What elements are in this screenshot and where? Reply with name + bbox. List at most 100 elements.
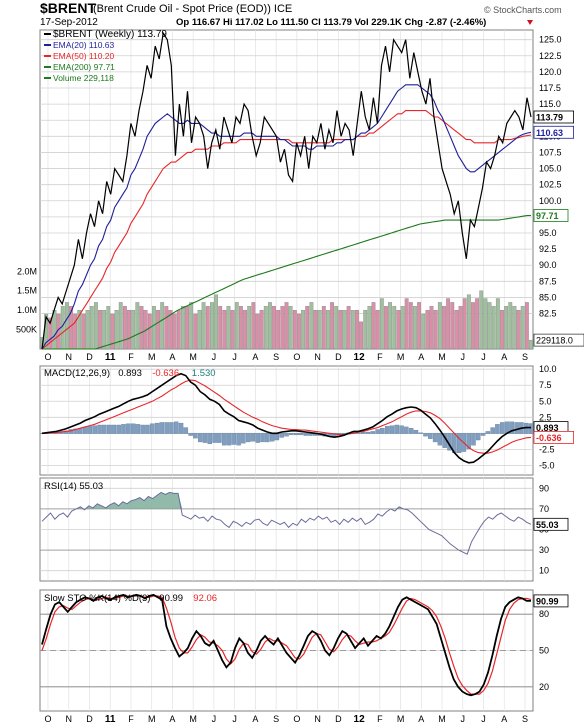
volume-bar (334, 306, 339, 350)
volume-tick-label: 500K (16, 325, 37, 335)
macd-histogram-bar (274, 433, 280, 441)
x-tick-label: D (335, 352, 342, 362)
volume-bar (85, 310, 90, 350)
macd-histogram-bar (97, 424, 102, 434)
macd-histogram-bar (236, 433, 241, 446)
macd-legend-value: 1.530 (192, 368, 216, 379)
x-tick-label: N (65, 714, 72, 724)
volume-bar (247, 306, 252, 350)
x-tick-label: J (212, 352, 217, 362)
triangle-down-icon (527, 20, 533, 25)
y-tick-label: 117.5 (539, 83, 561, 93)
y-tick-label: 20 (539, 682, 549, 692)
macd-histogram-bar (437, 433, 443, 446)
x-tick-label: M (397, 714, 405, 724)
volume-bar (210, 302, 214, 350)
macd-histogram-bar (73, 428, 78, 434)
macd-histogram-bar (293, 433, 299, 436)
y-tick-label: 87.5 (539, 276, 557, 286)
macd-histogram-bar (116, 424, 121, 434)
macd-histogram-bar (404, 426, 409, 434)
volume-bar (404, 298, 409, 350)
macd-histogram-bar (485, 431, 491, 434)
x-tick-label: 11 (105, 352, 116, 363)
volume-bar (326, 310, 330, 350)
volume-bar (93, 302, 98, 350)
volume-bar (458, 306, 463, 350)
quote-line: Op 116.67 Hi 117.02 Lo 111.50 Cl 113.79 … (176, 17, 486, 28)
macd-histogram-bar (480, 433, 486, 436)
x-tick-label: J (232, 714, 237, 724)
volume-bar (371, 302, 376, 350)
volume-bar (151, 306, 156, 350)
macd-histogram-bar (514, 422, 519, 434)
volume-bar (64, 302, 69, 350)
x-tick-label: M (189, 352, 197, 362)
volume-bar (346, 306, 351, 350)
macd-histogram-bar (490, 427, 495, 434)
macd-legend: MACD(12,26,9) (44, 368, 110, 379)
last-value-label: 97.71 (536, 211, 559, 221)
x-tick-label: O (293, 714, 300, 724)
y-tick-label: 92.5 (539, 244, 557, 254)
macd-histogram-bar (303, 433, 308, 436)
macd-histogram-bar (370, 431, 376, 434)
macd-histogram-bar (150, 423, 155, 434)
macd-histogram-bar (284, 433, 289, 437)
y-tick-label: 125.0 (539, 35, 562, 45)
volume-bar (321, 306, 326, 350)
volume-bar (466, 294, 471, 350)
volume-bar (292, 310, 297, 350)
x-tick-label: S (273, 714, 279, 724)
sto-legend: Slow STO %K(14) %D(3) (44, 593, 150, 604)
volume-bar (205, 306, 210, 350)
macd-histogram-bar (111, 424, 117, 434)
rsi-legend: RSI(14) 55.03 (44, 481, 103, 492)
macd-histogram-bar (106, 424, 112, 434)
rsi-overbought-fill (42, 492, 531, 509)
volume-bar (135, 302, 140, 350)
macd-histogram-bar (178, 422, 184, 434)
x-tick-label: S (522, 714, 528, 724)
volume-bar (379, 298, 384, 350)
macd-histogram-bar (365, 431, 371, 434)
x-tick-label: S (522, 352, 528, 362)
macd-histogram-bar (159, 422, 165, 434)
volume-bar (185, 306, 189, 350)
volume-bar (433, 310, 438, 350)
macd-histogram-bar (130, 423, 136, 434)
x-tick-label: O (44, 714, 51, 724)
last-value-label: 113.79 (536, 113, 563, 123)
volume-bar (180, 306, 185, 350)
volume-bar (284, 302, 289, 350)
macd-histogram-bar (408, 428, 414, 434)
y-tick-label: -2.5 (539, 444, 555, 454)
x-tick-label: M (148, 352, 156, 362)
macd-histogram-bar (217, 433, 222, 443)
volume-bar (160, 302, 165, 350)
volume-bar (516, 310, 521, 350)
volume-bar (392, 306, 397, 350)
macd-histogram-bar (221, 433, 227, 446)
volume-bar (350, 310, 355, 350)
y-tick-label: 122.5 (539, 51, 562, 61)
volume-bar (226, 306, 231, 350)
x-tick-label: J (461, 352, 466, 362)
y-tick-label: 80 (539, 609, 549, 619)
x-tick-label: A (252, 352, 258, 362)
macd-histogram-bar (466, 433, 471, 450)
volume-bar (330, 302, 334, 350)
volume-bar (520, 306, 525, 350)
x-tick-label: 12 (354, 352, 366, 363)
y-tick-label: 90.0 (539, 260, 557, 270)
volume-bar (243, 310, 247, 350)
y-tick-label: 10.0 (539, 364, 557, 374)
x-tick-label: A (169, 352, 175, 362)
macd-histogram-bar (145, 424, 150, 434)
volume-tick-label: 1.0M (17, 305, 37, 315)
x-tick-label: N (314, 714, 321, 724)
x-tick-label: S (273, 352, 279, 362)
volume-bar (425, 310, 430, 350)
series-line (41, 110, 532, 350)
volume-bar (500, 310, 504, 350)
